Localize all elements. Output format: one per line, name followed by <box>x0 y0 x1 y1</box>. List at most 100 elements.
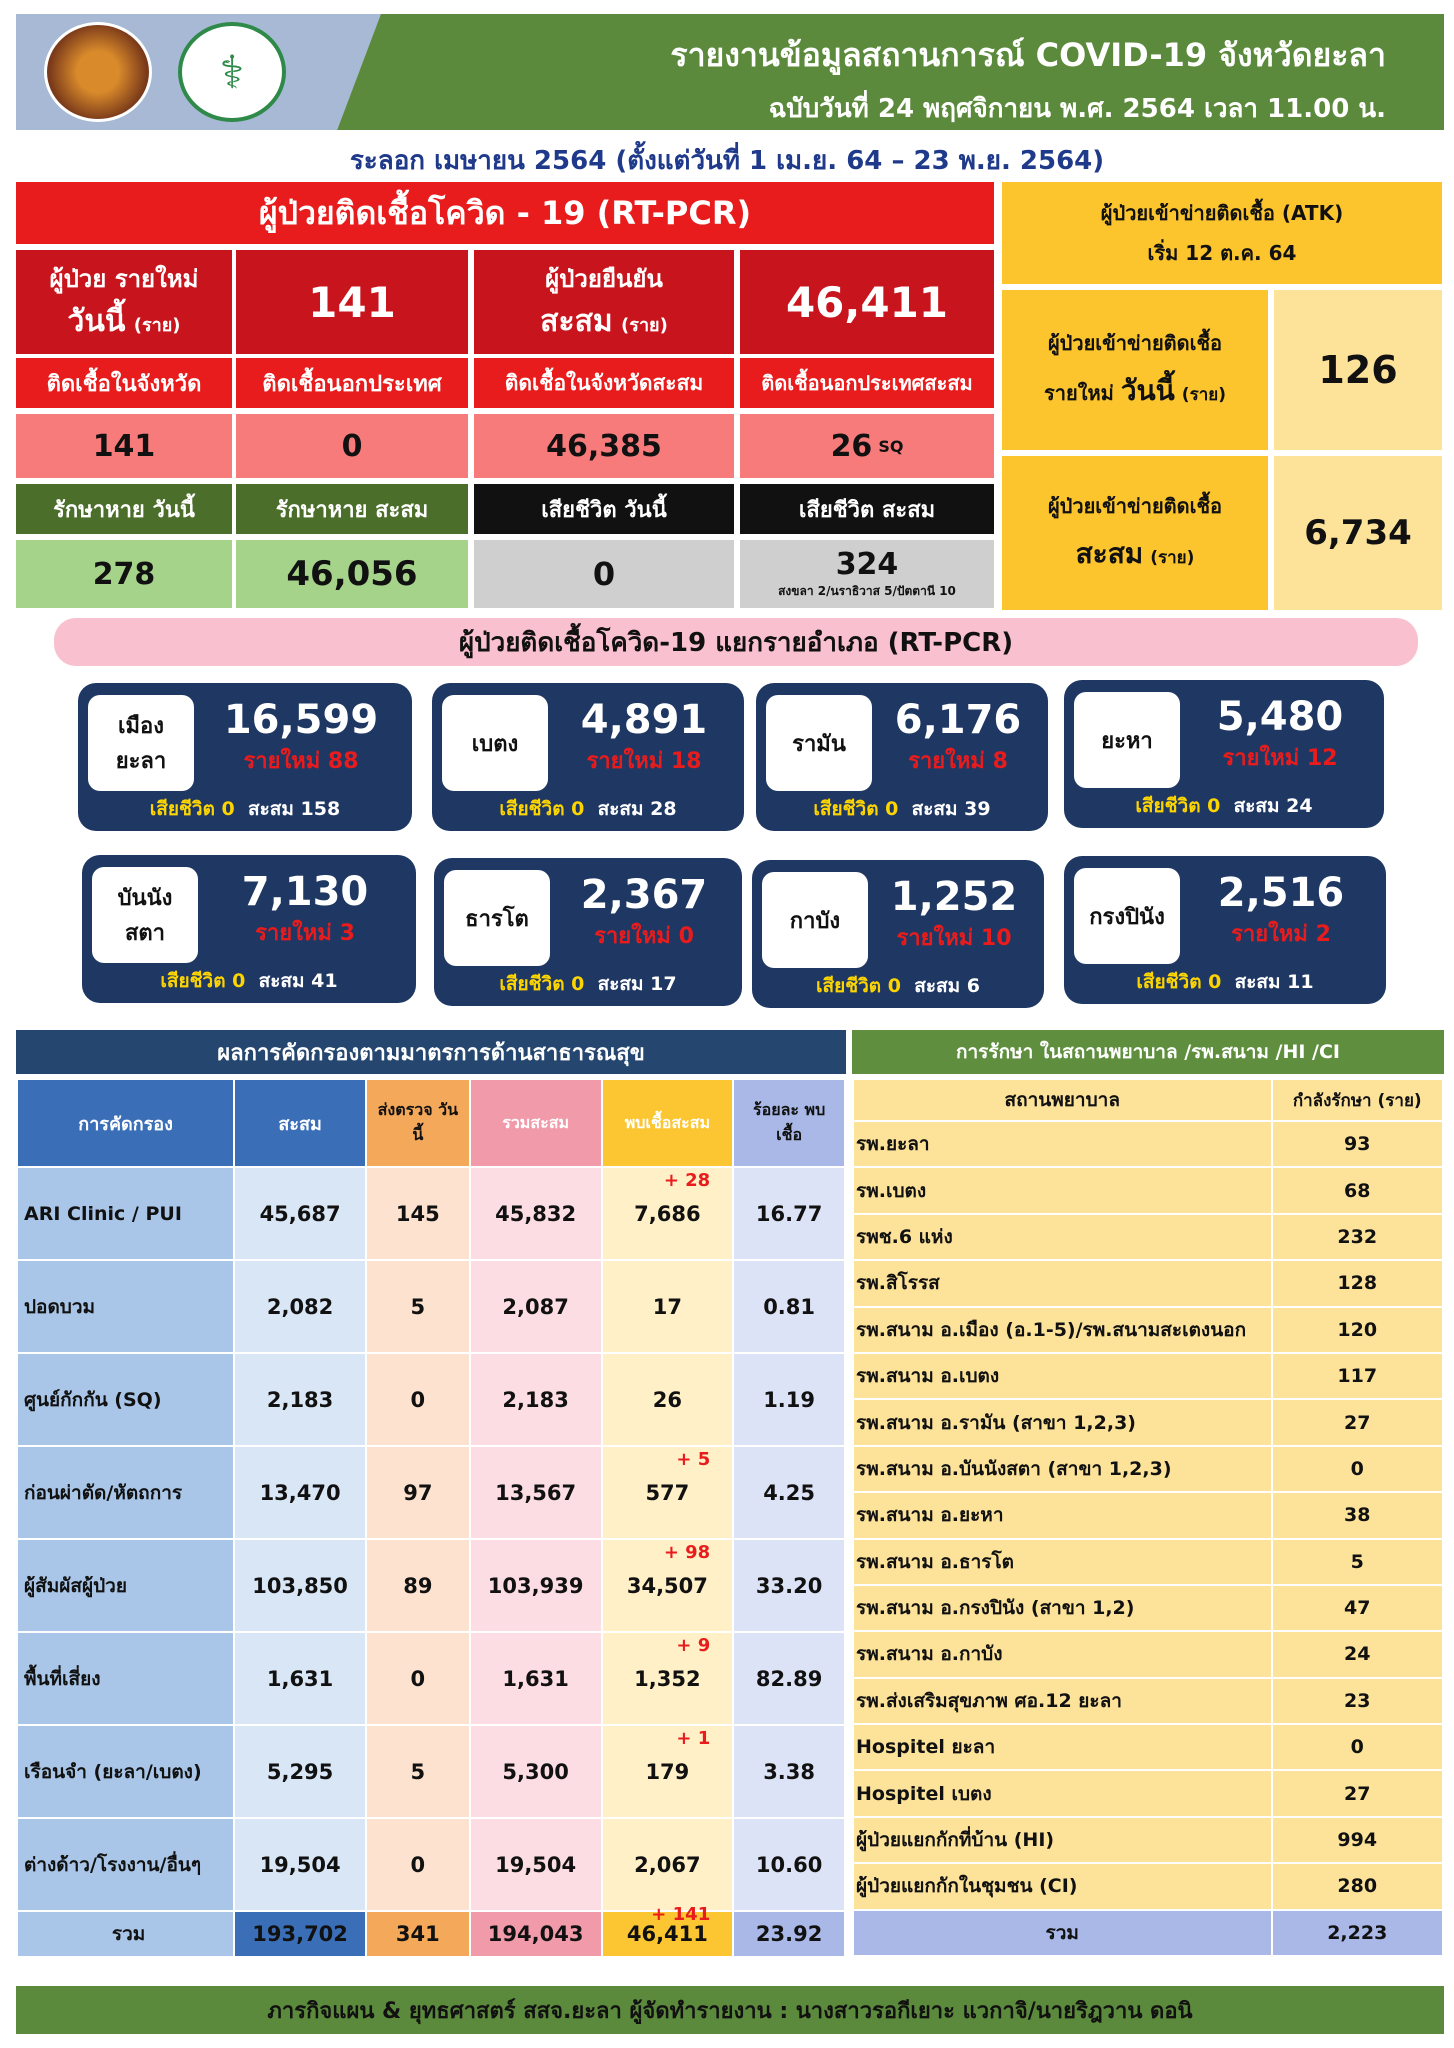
hospital-count: 38 <box>1270 1491 1445 1540</box>
screening-name: พื้นที่เสี่ยง <box>15 1631 236 1726</box>
province-seal-logo <box>44 22 152 122</box>
screening-today: 0 <box>364 1631 471 1726</box>
screening-today: 5 <box>364 1259 471 1354</box>
screening-total: 13,567 <box>468 1445 603 1540</box>
hospital-name: รพ.สนาม อ.ธารโต <box>852 1537 1273 1586</box>
district-new: รายใหม่ 8 <box>908 748 1008 774</box>
hospital-count: 994 <box>1270 1815 1445 1865</box>
district-name: ยะหา <box>1074 692 1180 788</box>
screening-found: 26 <box>600 1352 735 1447</box>
district-card: ธารโต 2,367 รายใหม่ 0 เสียชีวิต 0 สะสม 1… <box>434 858 742 1006</box>
hospital-row: รพ.สนาม อ.บันนังสตา (สาขา 1,2,3) 0 <box>852 1444 1445 1494</box>
hospital-row: รพ.สิโรรส 128 <box>852 1259 1445 1308</box>
hospital-name: รพ.สนาม อ.เบตง <box>852 1351 1273 1401</box>
screening-found: + 28 7,686 <box>600 1166 735 1261</box>
screening-today: 89 <box>364 1538 471 1633</box>
screening-name: ต่างด้าว/โรงงาน/อื่นๆ <box>15 1817 236 1912</box>
hospital-count: 280 <box>1270 1862 1445 1911</box>
screening-cum: 2,082 <box>233 1259 367 1354</box>
screening-total: 45,832 <box>468 1166 603 1261</box>
district-name: บันนัง สตา <box>92 867 198 963</box>
screening-total: 2,183 <box>468 1352 603 1447</box>
col-total: รวมสะสม <box>468 1078 603 1168</box>
district-card: เบตง 4,891 รายใหม่ 18 เสียชีวิต 0 สะสม 2… <box>432 683 744 831</box>
district-card: กรงปินัง 2,516 รายใหม่ 2 เสียชีวิต 0 สะส… <box>1064 856 1386 1004</box>
district-new: รายใหม่ 2 <box>1231 921 1331 947</box>
col-pct: ร้อยละ พบเชื้อ <box>732 1078 846 1168</box>
screening-found-plus: + 28 <box>663 1170 711 1191</box>
screening-name: ก่อนผ่าตัด/หัตถการ <box>15 1445 236 1540</box>
screening-table: การคัดกรอง สะสม ส่งตรวจ วันนี้ รวมสะสม พ… <box>15 1078 846 1958</box>
new-today-value: 141 <box>236 250 468 354</box>
screening-total: 103,939 <box>468 1538 603 1633</box>
district-footer: เสียชีวิต 0 สะสม 41 <box>160 970 338 992</box>
district-name: รามัน <box>766 695 872 791</box>
hospital-name: รพ.สนาม อ.เมือง (อ.1-5)/รพ.สนามสะเตงนอก <box>852 1305 1273 1354</box>
death-cum-value: 324 สงขลา 2/นราธิวาส 5/ปัตตานี 10 <box>740 540 994 608</box>
screening-cum: 19,504 <box>233 1817 367 1912</box>
out-country-cum-label: ติดเชื้อนอกประเทศสะสม <box>740 358 994 408</box>
screening-row: ปอดบวม 2,082 5 2,087 17 0.81 <box>15 1259 846 1354</box>
hospital-count: 24 <box>1270 1630 1445 1679</box>
district-total: 5,480 <box>1216 694 1344 740</box>
hospital-count: 68 <box>1270 1166 1445 1215</box>
hospital-count: 117 <box>1270 1351 1445 1401</box>
confirmed-cum-value: 46,411 <box>740 250 994 354</box>
atk-cum-label: ผู้ป่วยเข้าข่ายติดเชื้อ สะสม (ราย) <box>1002 456 1268 610</box>
hospital-row: รพช.6 แห่ง 232 <box>852 1212 1445 1262</box>
district-name: เบตง <box>442 695 548 791</box>
screening-name: ผู้สัมผัสผู้ป่วย <box>15 1538 236 1633</box>
hospital-count: 5 <box>1270 1537 1445 1586</box>
district-name: กาบัง <box>762 872 868 968</box>
hospital-row: ผู้ป่วยแยกกักที่บ้าน (HI) 994 <box>852 1815 1445 1865</box>
in-prov-cum-label: ติดเชื้อในจังหวัดสะสม <box>474 358 734 408</box>
hospital-name: ผู้ป่วยแยกกักในชุมชน (CI) <box>852 1862 1273 1911</box>
district-total: 1,252 <box>890 874 1018 920</box>
hospital-count: 47 <box>1270 1583 1445 1633</box>
hospital-count: 27 <box>1270 1398 1445 1447</box>
hospital-count: 93 <box>1270 1119 1445 1169</box>
screening-pct: 4.25 <box>732 1445 846 1540</box>
screening-total: 1,631 <box>468 1631 603 1726</box>
screening-today: 97 <box>364 1445 471 1540</box>
screening-today: 145 <box>364 1166 471 1261</box>
screening-pct: 10.60 <box>732 1817 846 1912</box>
screening-found-plus: + 9 <box>676 1635 711 1656</box>
atk-title: ผู้ป่วยเข้าข่ายติดเชื้อ (ATK) เริ่ม 12 ต.… <box>1002 182 1442 284</box>
screening-found: 17 <box>600 1259 735 1354</box>
out-country-value: 0 <box>236 414 468 478</box>
screening-found: + 98 34,507 <box>600 1538 735 1633</box>
hospital-name: Hospitel เบตง <box>852 1769 1273 1818</box>
screening-pct: 1.19 <box>732 1352 846 1447</box>
screening-name: เรือนจำ (ยะลา/เบตง) <box>15 1724 236 1819</box>
hospital-row: รพ.สนาม อ.เบตง 117 <box>852 1351 1445 1401</box>
atk-new-label: ผู้ป่วยเข้าข่ายติดเชื้อ รายใหม่ วันนี้ (ร… <box>1002 290 1268 450</box>
screening-pct: 3.38 <box>732 1724 846 1819</box>
hospital-name: รพ.สนาม อ.ยะหา <box>852 1491 1273 1540</box>
screening-today: 0 <box>364 1352 471 1447</box>
footer: ภารกิจแผน & ยุทธศาสตร์ สสจ.ยะลา ผู้จัดทำ… <box>16 1986 1444 2034</box>
district-card: เมือง ยะลา 16,599 รายใหม่ 88 เสียชีวิต 0… <box>78 683 412 831</box>
hospital-row: รพ.สนาม อ.ธารโต 5 <box>852 1537 1445 1586</box>
hospital-row: รพ.เบตง 68 <box>852 1166 1445 1215</box>
rtpcr-title: ผู้ป่วยติดเชื้อโควิด - 19 (RT-PCR) <box>16 182 994 244</box>
district-footer: เสียชีวิต 0 สะสม 17 <box>499 973 677 995</box>
hospital-name: รพ.ยะลา <box>852 1119 1273 1169</box>
col-screening: การคัดกรอง <box>15 1078 236 1168</box>
in-prov-value: 141 <box>16 414 232 478</box>
screening-cum: 1,631 <box>233 1631 367 1726</box>
death-today-label: เสียชีวิต วันนี้ <box>474 484 734 534</box>
recovered-today-value: 278 <box>16 540 232 608</box>
recovered-cum-value: 46,056 <box>236 540 468 608</box>
hospital-row: รพ.สนาม อ.รามัน (สาขา 1,2,3) 27 <box>852 1398 1445 1447</box>
screening-found-plus: + 1 <box>676 1728 711 1749</box>
col-facility: สถานพยาบาล <box>852 1078 1273 1122</box>
hospital-count: 120 <box>1270 1305 1445 1354</box>
hospital-title: การรักษา ในสถานพยาบาล /รพ.สนาม /HI /CI <box>852 1030 1444 1074</box>
hospital-count: 0 <box>1270 1444 1445 1494</box>
screening-pct: 82.89 <box>732 1631 846 1726</box>
district-new: รายใหม่ 18 <box>586 748 702 774</box>
screening-found: + 9 1,352 <box>600 1631 735 1726</box>
district-name: ธารโต <box>444 870 550 966</box>
screening-row: เรือนจำ (ยะลา/เบตง) 5,295 5 5,300 + 1 179… <box>15 1724 846 1819</box>
